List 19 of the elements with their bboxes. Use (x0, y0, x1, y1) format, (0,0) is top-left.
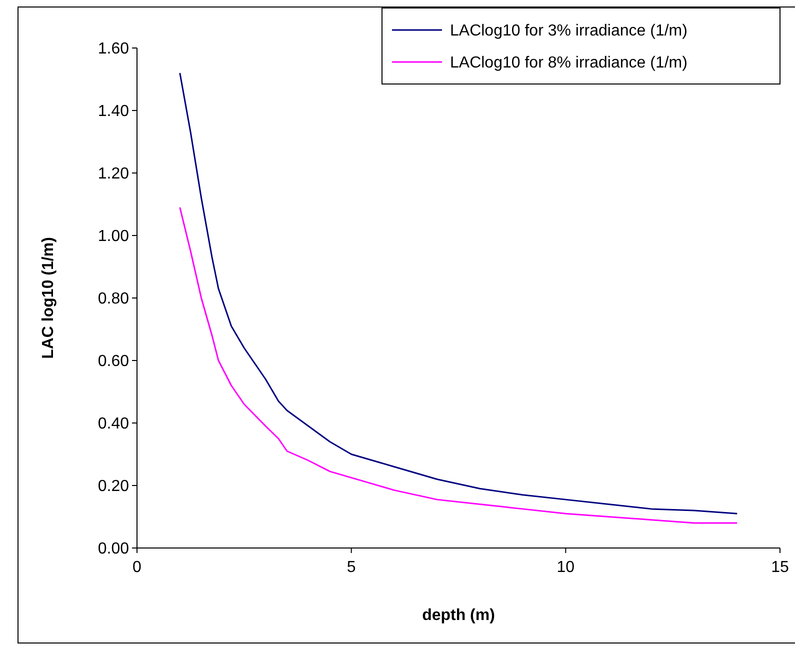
x-tick-label: 10 (556, 559, 575, 576)
legend-label: LAClog10 for 3% irradiance (1/m) (450, 22, 688, 40)
y-tick-label: 1.20 (98, 166, 130, 183)
y-axis-title: LAC log10 (1/m) (40, 237, 57, 359)
y-tick-label: 1.00 (98, 228, 130, 246)
y-tick-label: 0.80 (98, 290, 130, 308)
y-tick-label: 0.00 (98, 540, 130, 558)
y-tick-label: 0.60 (98, 353, 130, 370)
y-tick-label: 1.60 (98, 40, 130, 58)
y-tick-label: 0.40 (98, 416, 130, 433)
y-tick-label: 1.40 (98, 103, 130, 120)
x-axis-title: depth (m) (422, 607, 495, 624)
line-series (179, 206, 738, 524)
line-series (179, 72, 738, 514)
y-tick-label: 0.20 (98, 478, 130, 496)
x-tick-label: 5 (346, 559, 356, 576)
legend-label: LAClog10 for 8% irradiance (1/m) (450, 54, 688, 72)
x-tick-label: 15 (771, 559, 789, 576)
x-tick-label: 0 (132, 559, 142, 576)
